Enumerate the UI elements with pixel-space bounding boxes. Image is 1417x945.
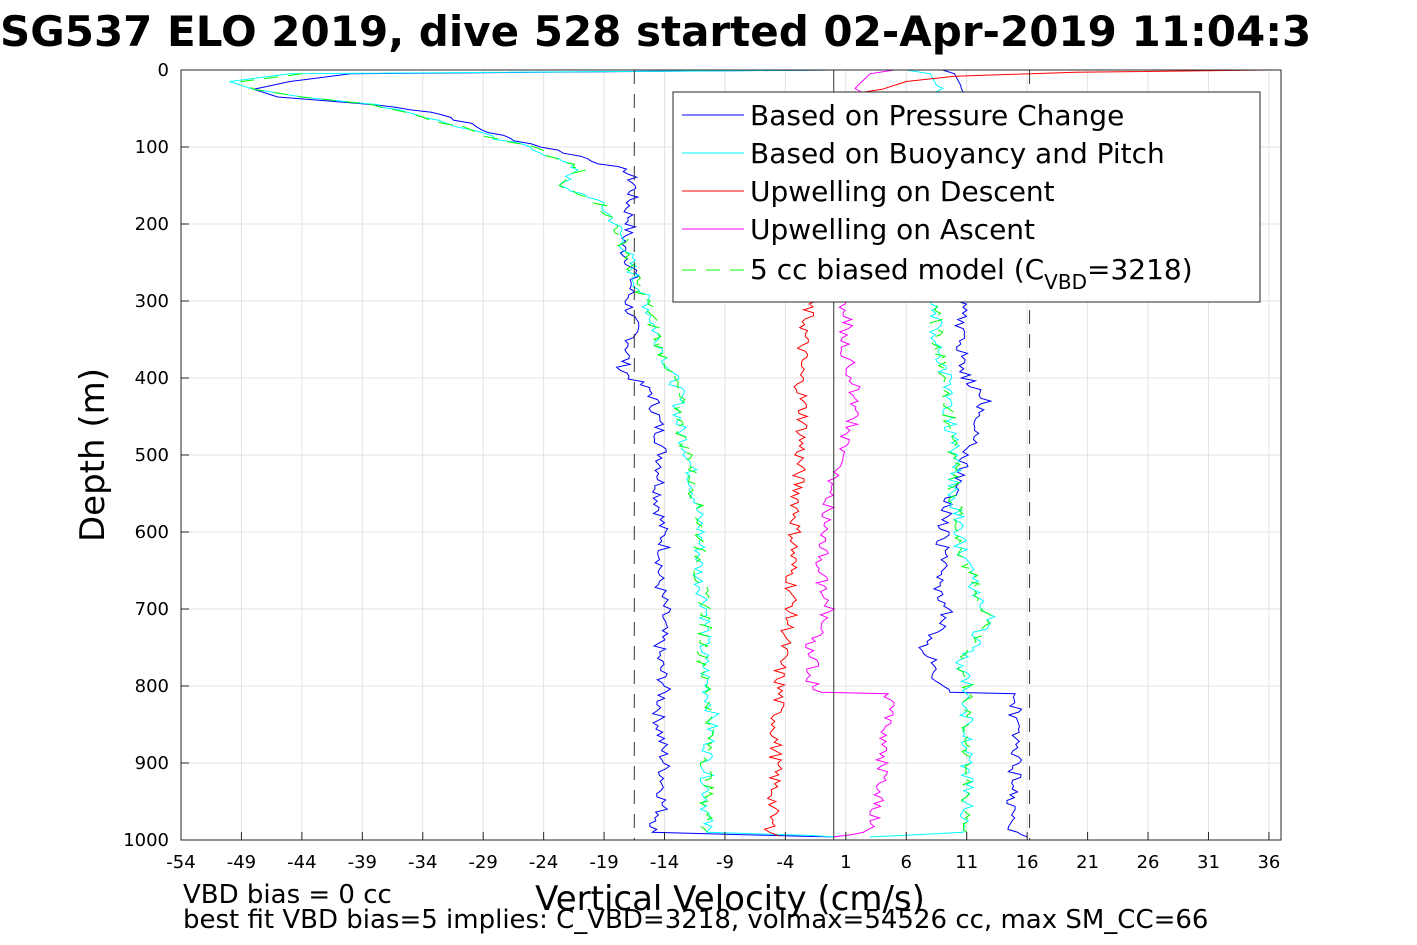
x-tick-label: 21 (1076, 852, 1099, 873)
x-tick-label: 11 (955, 852, 978, 873)
chart-title: SG537 ELO 2019, dive 528 started 02-Apr-… (0, 7, 1311, 56)
x-tick-label: -14 (650, 852, 679, 873)
y-tick-label: 400 (135, 368, 169, 389)
x-tick-label: 36 (1257, 852, 1280, 873)
y-tick-label: 700 (135, 599, 169, 620)
x-tick-label: -29 (468, 852, 497, 873)
x-tick-label: -34 (408, 852, 437, 873)
x-axis-label: Vertical Velocity (cm/s) (535, 879, 925, 919)
x-tick-label: -39 (348, 852, 377, 873)
x-axis-ticks: -54 -49 -44 -39 -34 -29 -24 -19 -14 -9 -4 1 6 11 16 21 2… (166, 832, 1280, 873)
footer-vbd-bias: VBD bias = 0 cc (183, 880, 392, 910)
x-tick-label: 16 (1016, 852, 1039, 873)
y-axis-label: Depth (m) (73, 368, 113, 542)
legend-label-upwelling-ascent: Upwelling on Ascent (750, 213, 1035, 246)
legend-biased-prefix: 5 cc biased model (C (750, 253, 1044, 286)
y-axis-ticks: 0 100 200 300 400 500 600 700 800 900 1000 (123, 60, 189, 851)
legend-biased-suffix: =3218) (1087, 253, 1193, 286)
legend-label-buoyancy: Based on Buoyancy and Pitch (750, 137, 1165, 170)
y-tick-label: 800 (135, 676, 169, 697)
x-tick-label: -9 (716, 852, 734, 873)
y-tick-label: 1000 (123, 830, 169, 851)
legend-biased-subscript: VBD (1044, 270, 1087, 294)
x-tick-label: 31 (1197, 852, 1220, 873)
series-line-0 (251, 69, 834, 838)
y-tick-label: 900 (135, 753, 169, 774)
x-tick-label: -24 (529, 852, 558, 873)
x-tick-label: -49 (227, 852, 256, 873)
x-tick-label: -19 (589, 852, 618, 873)
x-tick-label: -4 (776, 852, 794, 873)
x-tick-label: 1 (840, 852, 851, 873)
x-tick-label: 26 (1137, 852, 1160, 873)
y-tick-label: 100 (135, 137, 169, 158)
legend-label-upwelling-descent: Upwelling on Descent (750, 175, 1055, 208)
series-line-5 (929, 300, 994, 833)
y-tick-label: 600 (135, 522, 169, 543)
footer-best-fit: best fit VBD bias=5 implies: C_VBD=3218,… (183, 905, 1208, 935)
legend-label-pressure: Based on Pressure Change (750, 99, 1124, 132)
y-tick-label: 500 (135, 445, 169, 466)
legend: Based on Pressure Change Based on Buoyan… (672, 91, 1261, 303)
legend-label-biased-model: 5 cc biased model (CVBD=3218) (750, 253, 1193, 294)
y-tick-label: 200 (135, 214, 169, 235)
series-line-4 (239, 73, 718, 833)
y-tick-label: 0 (158, 60, 169, 81)
x-tick-label: -44 (287, 852, 316, 873)
x-tick-label: 6 (901, 852, 912, 873)
y-tick-label: 300 (135, 291, 169, 312)
legend-box (672, 91, 1261, 303)
x-tick-label: -54 (166, 852, 195, 873)
